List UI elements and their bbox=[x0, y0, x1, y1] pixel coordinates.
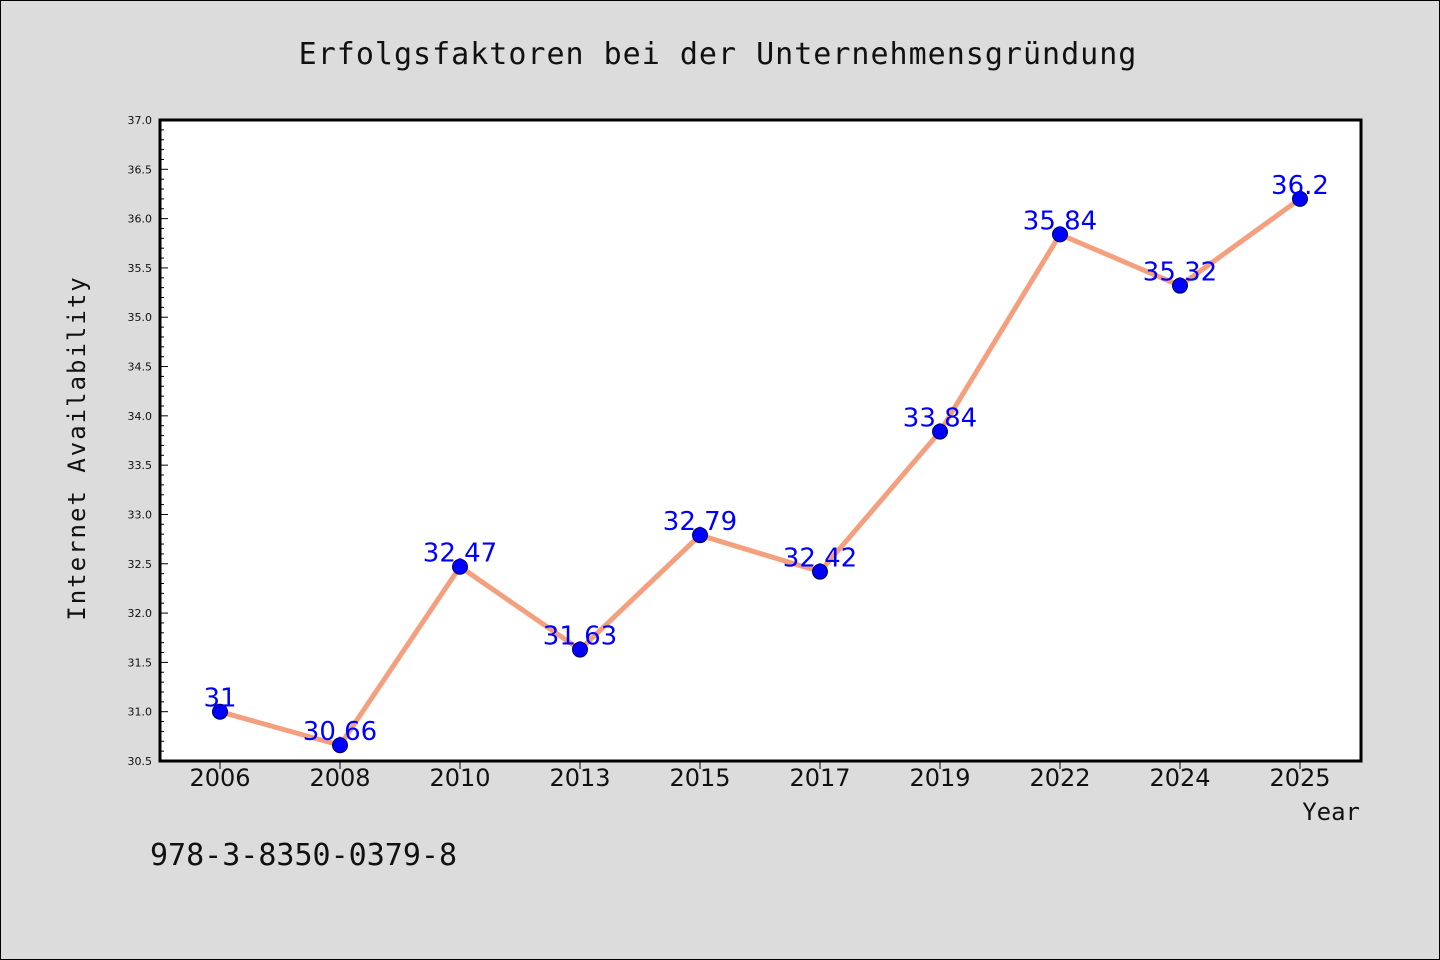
x-tick-label: 2022 bbox=[1029, 764, 1090, 792]
data-label: 33.84 bbox=[903, 404, 977, 434]
y-tick-label: 37.0 bbox=[128, 114, 153, 127]
data-label: 30.66 bbox=[303, 717, 377, 747]
chart-title: Erfolgsfaktoren bei der Unternehmensgrün… bbox=[299, 37, 1138, 72]
x-tick-label: 2008 bbox=[309, 764, 370, 792]
y-tick-label: 32.5 bbox=[128, 558, 153, 571]
data-point bbox=[1052, 226, 1068, 243]
y-tick-label: 35.0 bbox=[128, 311, 153, 324]
data-label: 36.2 bbox=[1271, 171, 1329, 201]
x-tick-label: 2019 bbox=[909, 764, 970, 792]
data-label: 32.47 bbox=[423, 539, 497, 569]
isbn-text: 978-3-8350-0379-8 bbox=[150, 838, 457, 873]
x-axis-label: Year bbox=[1302, 798, 1360, 826]
y-tick-label: 31.0 bbox=[128, 706, 153, 719]
data-labels: 31 30.66 32.47 31.63 32.79 32.42 33.84 35.84 35.… bbox=[203, 171, 1328, 747]
y-tick-label: 36.0 bbox=[128, 213, 153, 226]
x-tick-label: 2006 bbox=[189, 764, 250, 792]
x-tick-label: 2024 bbox=[1149, 764, 1210, 792]
x-tick-label: 2025 bbox=[1269, 764, 1330, 792]
series-line bbox=[217, 196, 1303, 748]
y-tick-label: 31.5 bbox=[128, 656, 153, 669]
data-point bbox=[692, 527, 708, 544]
y-axis-label: Internet Availability bbox=[63, 275, 91, 620]
data-label: 32.79 bbox=[663, 507, 737, 537]
plot-area bbox=[158, 118, 1363, 763]
y-tick-label: 36.5 bbox=[128, 163, 153, 176]
data-point bbox=[1172, 277, 1188, 294]
series-line-group bbox=[217, 196, 1303, 748]
data-label: 35.84 bbox=[1023, 206, 1097, 236]
data-point bbox=[212, 703, 228, 720]
data-point bbox=[452, 558, 468, 575]
data-point bbox=[332, 737, 348, 754]
y-tick-label: 34.5 bbox=[128, 361, 153, 374]
x-tick-label: 2013 bbox=[549, 764, 610, 792]
data-point bbox=[932, 423, 948, 440]
data-label: 32.42 bbox=[783, 544, 857, 574]
x-axis-ticks: 2006 2008 2010 2013 2015 2017 2019 2022 2024 2025 bbox=[189, 761, 1331, 792]
y-tick-label: 35.5 bbox=[128, 262, 153, 275]
x-tick-label: 2010 bbox=[429, 764, 490, 792]
data-label: 35.32 bbox=[1143, 258, 1217, 288]
data-point bbox=[572, 641, 588, 658]
data-label: 31.63 bbox=[543, 622, 617, 652]
x-tick-label: 2017 bbox=[789, 764, 850, 792]
x-tick-label: 2015 bbox=[669, 764, 730, 792]
y-axis-ticks: 30.5 31.0 31.5 32.0 32.5 33.0 33.5 34.0 34.5 35.0… bbox=[128, 114, 168, 768]
y-tick-label: 32.0 bbox=[128, 607, 153, 620]
series-markers bbox=[212, 190, 1308, 754]
y-tick-label: 34.0 bbox=[128, 410, 153, 423]
data-point bbox=[1292, 190, 1308, 207]
y-tick-label: 33.5 bbox=[128, 459, 153, 472]
y-tick-label: 33.0 bbox=[128, 508, 153, 521]
data-label: 31 bbox=[203, 684, 236, 714]
y-tick-label: 30.5 bbox=[128, 755, 153, 768]
data-point bbox=[812, 563, 828, 580]
